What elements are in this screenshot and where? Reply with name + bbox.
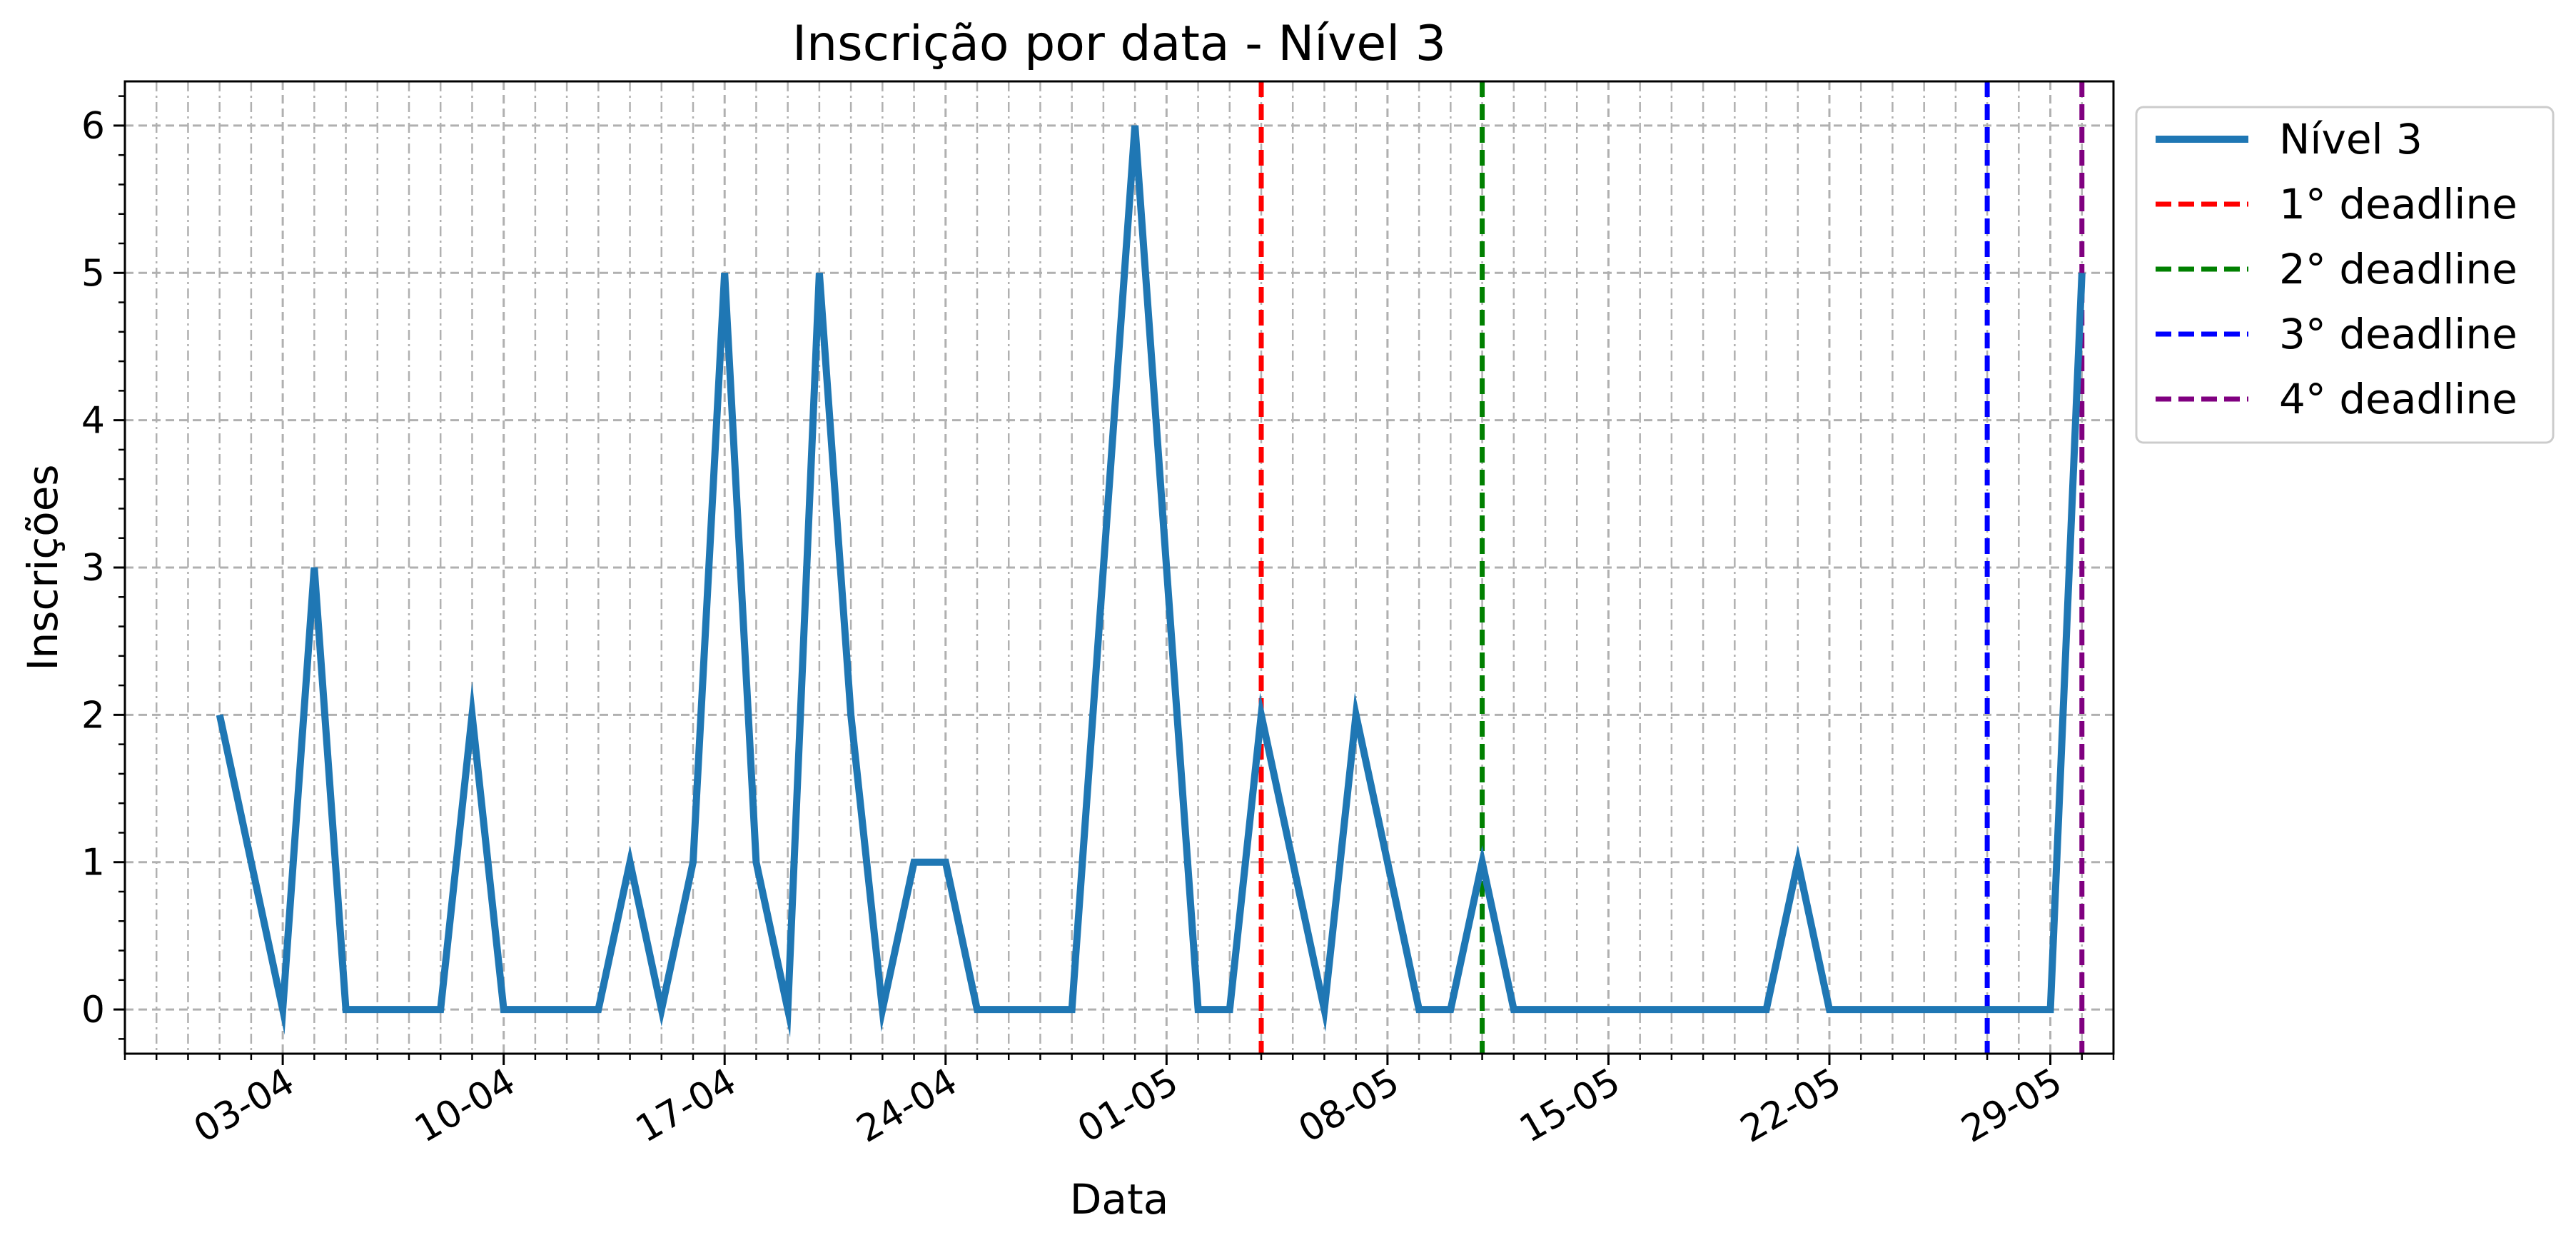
data-point	[1732, 1007, 1737, 1012]
data-point	[659, 1007, 665, 1012]
data-point	[469, 712, 475, 717]
data-point	[1889, 1007, 1895, 1012]
data-point	[248, 860, 254, 865]
y-tick-label: 2	[81, 694, 105, 737]
data-point	[2079, 270, 2085, 276]
data-point	[595, 1007, 601, 1012]
data-point	[2016, 1007, 2021, 1012]
y-ticks: 0 1 2 3 4 5 6	[81, 95, 125, 1040]
data-point	[1605, 1007, 1611, 1012]
data-point	[1258, 712, 1264, 717]
data-point	[1163, 565, 1169, 570]
data-point	[1385, 860, 1390, 865]
chart-title: Inscrição por data - Nível 3	[792, 16, 1446, 72]
data-point	[1984, 1007, 1990, 1012]
data-point	[564, 1007, 570, 1012]
series-lines	[216, 123, 2086, 1038]
data-point	[1132, 123, 1138, 128]
legend-label: Nível 3	[2279, 115, 2423, 163]
data-point	[974, 1007, 980, 1012]
x-axis-label: Data	[1070, 1175, 1169, 1224]
y-axis-label: Inscrições	[19, 464, 67, 670]
data-point	[343, 1007, 349, 1012]
y-tick-label: 3	[81, 547, 105, 590]
data-point	[753, 860, 759, 865]
data-point	[217, 712, 223, 717]
data-point	[1764, 1007, 1769, 1012]
y-tick-label: 5	[81, 252, 105, 295]
data-point	[1006, 1007, 1011, 1012]
data-point	[1101, 565, 1106, 570]
data-point	[1037, 1007, 1043, 1012]
data-point	[1921, 1007, 1927, 1012]
data-point	[532, 1007, 538, 1012]
data-point	[817, 270, 822, 276]
data-point	[501, 1007, 507, 1012]
data-point	[1480, 860, 1485, 865]
data-point	[627, 860, 633, 865]
data-point	[1227, 1007, 1233, 1012]
data-point	[1795, 860, 1801, 865]
data-point	[1574, 1007, 1580, 1012]
data-point	[1069, 1007, 1075, 1012]
data-point	[1827, 1007, 1832, 1012]
data-point	[2048, 1007, 2054, 1012]
y-tick-label: 6	[81, 105, 105, 148]
data-point	[722, 270, 727, 276]
data-point	[785, 1007, 791, 1012]
data-point	[1511, 1007, 1517, 1012]
y-tick-label: 0	[81, 989, 105, 1032]
series-line	[216, 125, 2086, 1038]
legend: Nível 3 1° deadline 2° deadline 3° deadline…	[2135, 106, 2555, 444]
data-point	[1416, 1007, 1422, 1012]
data-point	[848, 712, 854, 717]
y-tick-label: 1	[81, 842, 105, 884]
data-point	[1700, 1007, 1706, 1012]
data-point	[1953, 1007, 1959, 1012]
legend-box	[2135, 106, 2555, 444]
data-point	[311, 565, 317, 570]
data-point	[438, 1007, 443, 1012]
data-point	[1637, 1007, 1643, 1012]
data-point	[375, 1007, 380, 1012]
data-point	[406, 1007, 412, 1012]
data-point	[943, 860, 949, 865]
legend-label: 1° deadline	[2279, 180, 2517, 228]
deadline-lines	[1258, 81, 2085, 1054]
data-point	[280, 1007, 286, 1012]
legend-label: 2° deadline	[2279, 245, 2517, 293]
data-point	[690, 860, 696, 865]
y-tick-label: 4	[81, 400, 105, 443]
data-point	[1858, 1007, 1864, 1012]
data-point	[1448, 1007, 1453, 1012]
data-point	[911, 860, 917, 865]
data-point	[1542, 1007, 1548, 1012]
legend-label: 3° deadline	[2279, 310, 2517, 358]
data-point	[1669, 1007, 1675, 1012]
data-point	[1353, 712, 1359, 717]
data-point	[1196, 1007, 1201, 1012]
data-point	[1321, 1007, 1327, 1012]
data-point	[879, 1007, 885, 1012]
legend-label: 4° deadline	[2279, 375, 2517, 423]
data-point	[1290, 860, 1295, 865]
